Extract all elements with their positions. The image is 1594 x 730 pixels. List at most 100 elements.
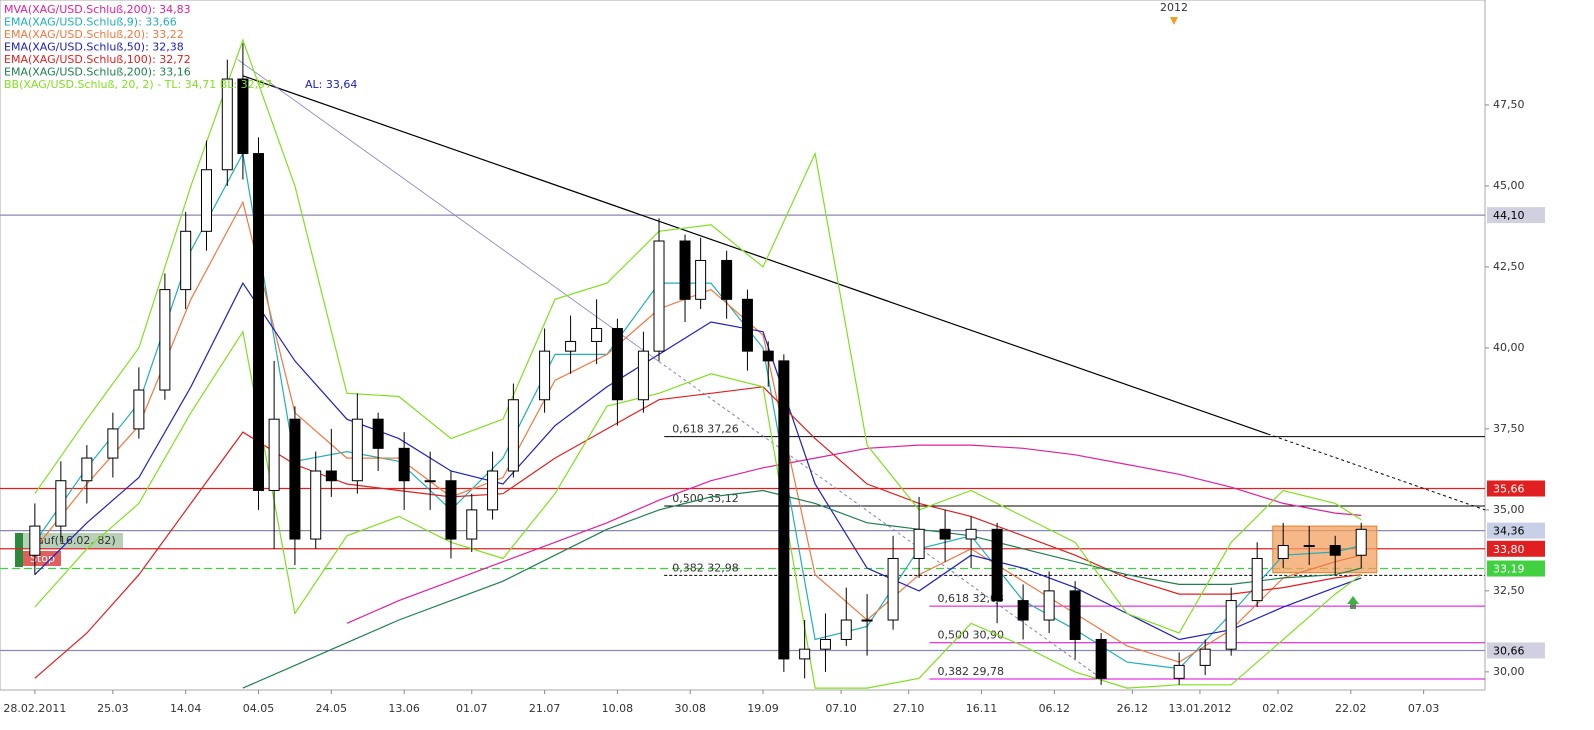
candle-body [1043,590,1055,621]
x-tick-label: 16.11 [966,702,998,715]
x-tick-label: 13.06 [388,702,420,715]
level-label-box [1487,540,1545,557]
candle-body [159,289,171,391]
year-marker [1169,17,1178,25]
candle-body [819,638,831,650]
x-tick-label: 26.12 [1117,702,1149,715]
candle-body [107,428,119,459]
x-tick-label: 10.08 [602,702,634,715]
candle-body [741,298,753,352]
candle-body [539,350,551,401]
y-tick-label: 35,00 [1493,503,1525,516]
candle-body [840,619,852,640]
legend-entry: EMA(XAG/USD.Schluß,100): 32,72 [4,53,191,66]
candle-body [253,153,265,491]
x-tick-label: 07.03 [1408,702,1440,715]
candle-body [1017,600,1029,621]
legend-entry: MVA(XAG/USD.Schluß,200): 34,83 [4,3,191,16]
candle-body [1303,545,1315,548]
legend-entry: EMA(XAG/USD.Schluß,9): 33,66 [4,16,177,29]
x-tick-label: 21.07 [529,702,561,715]
candle-body [268,418,280,491]
level-label: 34,36 [1493,525,1525,538]
level-label-box [1487,522,1545,539]
fib-label: 0,382 32,98 [672,561,738,574]
candle-body [861,619,873,622]
candle-body [637,350,649,401]
candle-body [372,418,384,449]
level-label-box [1487,642,1545,659]
candle-body [81,457,93,482]
x-tick-label: 28.02.2011 [3,702,66,715]
x-tick-label: 25.03 [97,702,129,715]
y-tick-label: 30,00 [1493,665,1525,678]
candle-body [325,470,337,482]
trendline [242,75,1268,435]
candle-body [424,480,436,483]
indicator-line [346,444,1362,624]
x-tick-label: 13.01.2012 [1168,702,1231,715]
candle-body [991,528,1003,602]
y-tick-label: 32,50 [1493,584,1525,597]
candle-body [1355,528,1367,556]
legend-entry: AL: 33,64 [305,78,357,91]
candle-body [289,418,301,540]
candle-body [913,528,925,559]
candle-body [653,240,665,352]
candle-body [29,525,41,556]
legend-entry: BB(XAG/USD.Schluß, 20, 2) - TL: 34,71 BL… [4,78,272,91]
candle-body [565,340,577,352]
year-label: 2012 [1160,1,1188,14]
x-tick-label: 24.05 [316,702,348,715]
candle-body [721,259,733,300]
candle-body [1173,664,1185,679]
x-tick-label: 30.08 [674,702,706,715]
level-label-box [1487,480,1545,497]
candle-body [799,648,811,660]
level-label-box [1487,560,1545,577]
level-label: 33,80 [1493,543,1525,556]
y-tick-label: 42,50 [1493,260,1525,273]
candle-body [55,480,67,527]
candle-body [1329,545,1341,556]
y-tick-label: 45,00 [1493,179,1525,192]
candle-body [351,418,363,482]
candle-body [398,447,410,482]
candle-body [200,169,212,232]
candle-body [487,470,499,511]
trendline-extension [658,361,1102,679]
y-tick-label: 40,00 [1493,341,1525,354]
candle-body [591,327,603,342]
x-tick-label: 01.07 [456,702,488,715]
candle-body [221,78,233,171]
candle-body [695,259,707,300]
x-tick-label: 27.10 [893,702,925,715]
buy-label: Kauf(16.02, 82) [30,534,116,547]
candle-body [1095,638,1107,679]
candle-body [1199,648,1211,666]
fib-label: 0,618 37,26 [672,423,738,436]
candle-body [180,230,192,291]
candle-body [1277,545,1289,559]
x-tick-label: 14.04 [170,702,202,715]
level-label-box [1487,207,1545,224]
candle-body [939,528,951,540]
trendline [237,59,660,362]
level-label: 30,66 [1493,644,1525,657]
fib-label: 0,500 30,90 [937,629,1003,642]
candle-body [1069,590,1081,640]
trendline-extension [1267,433,1485,511]
level-label: 33,19 [1493,563,1525,576]
candle-body [965,528,977,540]
x-tick-label: 06.12 [1039,702,1071,715]
plot: 0,618 37,260,500 35,120,382 32,980,618 3… [0,38,1485,689]
x-tick-label: 19.09 [747,702,779,715]
x-tick-label: 07.10 [825,702,857,715]
x-tick-label: 02.02 [1262,702,1294,715]
candle-body [762,350,774,362]
x-tick-label: 22.02 [1335,702,1367,715]
candle-body [1251,557,1263,602]
legend-entry: EMA(XAG/USD.Schluß,50): 32,38 [4,41,184,54]
candle-body [611,327,623,401]
